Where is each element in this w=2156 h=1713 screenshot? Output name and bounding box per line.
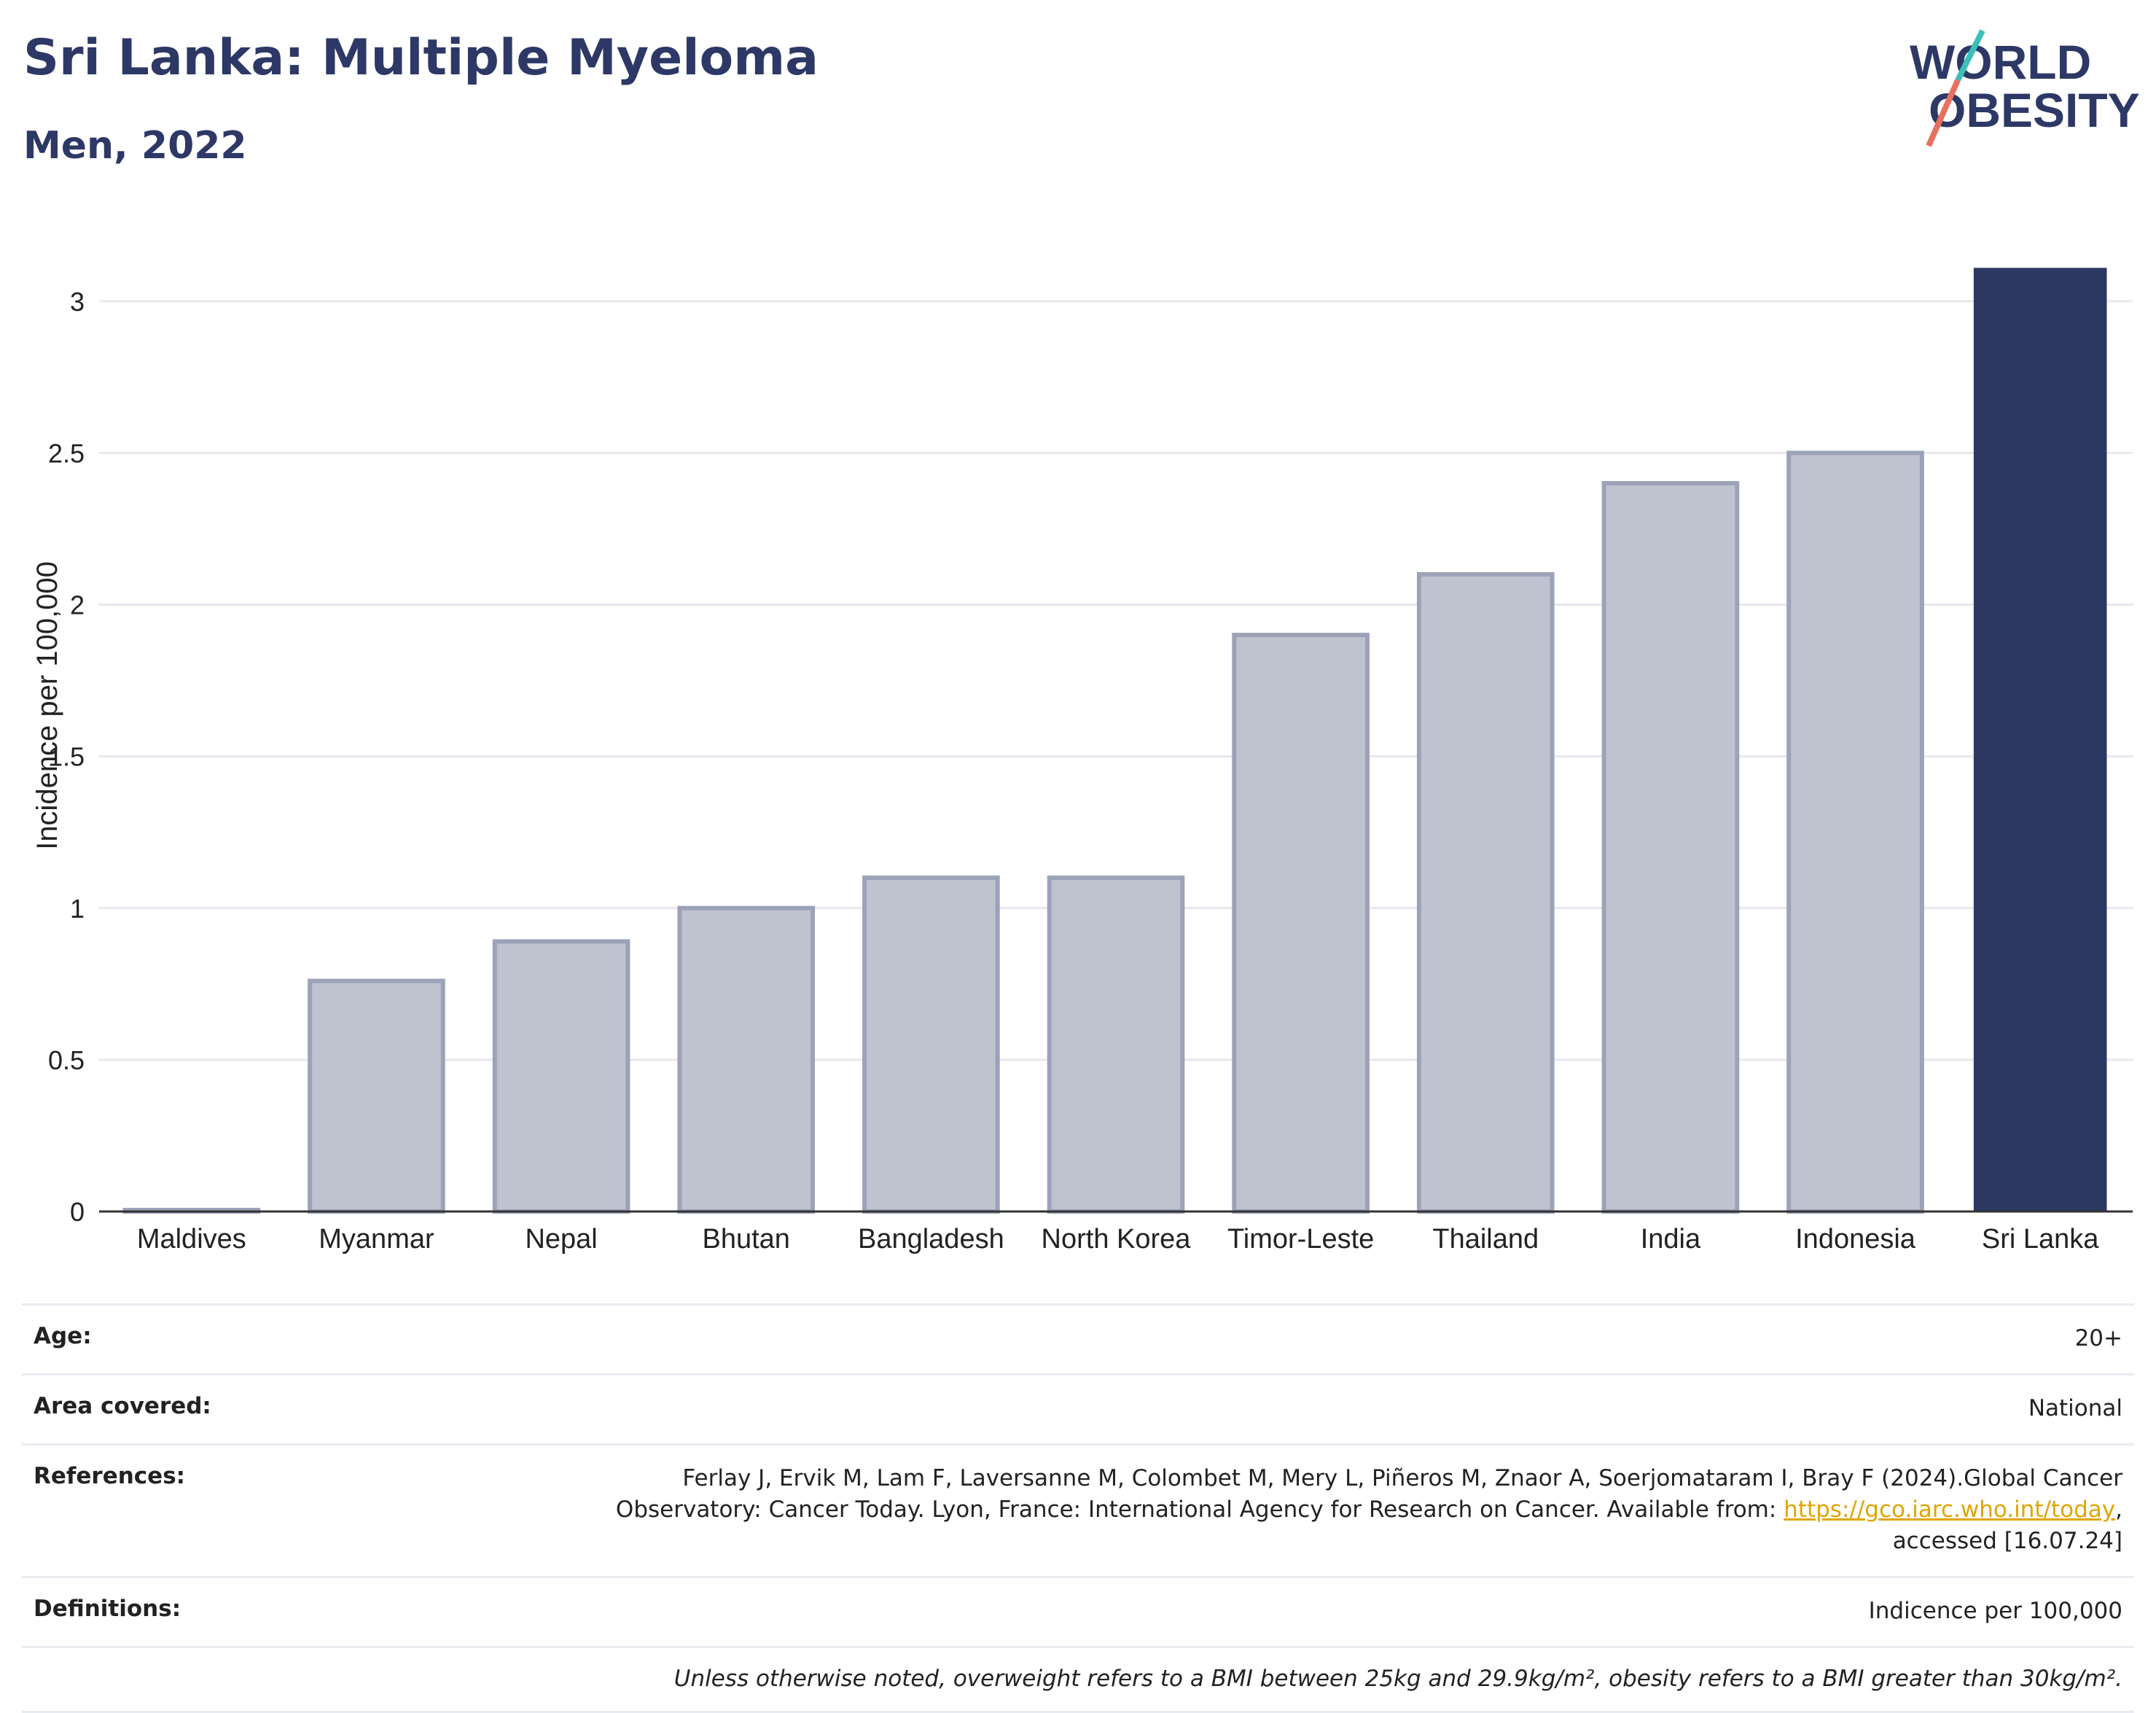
bar-myanmar — [308, 978, 445, 1214]
x-tick-label: Maldives — [137, 1224, 246, 1254]
logo-line2: OBESITY — [1929, 83, 2140, 137]
x-tick-label: Indonesia — [1795, 1224, 1916, 1254]
page-subtitle: Men, 2022 — [23, 124, 247, 168]
bar-nepal — [492, 939, 630, 1214]
meta-row-definitions: Definitions: Indicence per 100,000 — [22, 1576, 2134, 1646]
reference-suffix: , accessed [16.07.24] — [1892, 1497, 2122, 1554]
y-axis-label: Incidence per 100,000 — [31, 561, 63, 850]
y-tick-label: 1 — [70, 894, 85, 924]
x-tick-label: Myanmar — [319, 1224, 434, 1254]
x-tick-label: Bangladesh — [858, 1224, 1004, 1254]
meta-value: Ferlay J, Ervik M, Lam F, Laversanne M, … — [592, 1463, 2122, 1557]
bars — [122, 268, 2107, 1214]
meta-value: National — [2028, 1395, 2122, 1421]
x-tick-label: North Korea — [1042, 1224, 1192, 1254]
y-tick-label: 2 — [70, 590, 85, 620]
meta-row-references: References: Ferlay J, Ervik M, Lam F, La… — [22, 1443, 2134, 1576]
bar-north-korea — [1047, 875, 1185, 1214]
x-tick-label: Thailand — [1432, 1224, 1539, 1254]
x-tick-label: Bhutan — [703, 1224, 790, 1254]
meta-row-area: Area covered: National — [22, 1373, 2134, 1443]
world-obesity-logo: WORLD OBESITY — [1910, 29, 2140, 147]
x-tick-label: Sri Lanka — [1982, 1224, 2099, 1254]
definition-note: Unless otherwise noted, overweight refer… — [673, 1666, 2122, 1692]
x-tick-label: India — [1641, 1224, 1701, 1254]
bar-chart: 0 0.5 1 1.5 2 2.5 3 Maldives Myanmar Nepal Bhutan B… — [31, 268, 2133, 1254]
metadata-table: Age: 20+ Area covered: National Referenc… — [22, 1303, 2134, 1713]
meta-key: Area covered: — [34, 1393, 211, 1419]
bar-india — [1601, 481, 1740, 1214]
bar-bhutan — [677, 905, 816, 1214]
page-title: Sri Lanka: Multiple Myeloma — [23, 29, 819, 87]
bar-bangladesh — [862, 875, 1000, 1214]
y-tick-label: 1.5 — [48, 742, 85, 772]
y-tick-label: 0.5 — [48, 1045, 85, 1075]
logo-line1: WORLD — [1910, 35, 2091, 89]
y-tick-label: 3 — [70, 286, 85, 316]
bar-indonesia — [1786, 450, 1924, 1214]
logo-slash-bottom — [1926, 79, 1961, 147]
reference-link[interactable]: https://gco.iarc.who.int/today — [1784, 1497, 2116, 1523]
meta-row-note: Unless otherwise noted, overweight refer… — [22, 1646, 2134, 1713]
meta-value: Indicence per 100,000 — [1868, 1598, 2122, 1624]
bar-thailand — [1416, 571, 1555, 1214]
bar-sri-lanka — [1973, 268, 2107, 1211]
y-tick-label: 2.5 — [48, 438, 85, 468]
logo-slash-top — [1955, 29, 1985, 82]
meta-key: Definitions: — [34, 1596, 181, 1622]
y-tick-label: 0 — [70, 1197, 85, 1227]
meta-value: 20+ — [2074, 1325, 2122, 1351]
meta-key: Age: — [34, 1323, 92, 1349]
bar-timor-leste — [1232, 633, 1370, 1214]
axes: 0 0.5 1 1.5 2 2.5 3 Maldives Myanmar Nepal Bhutan B… — [48, 286, 2133, 1254]
x-tick-label: Nepal — [525, 1224, 597, 1254]
x-tick-label: Timor-Leste — [1227, 1224, 1374, 1254]
meta-row-age: Age: 20+ — [22, 1303, 2134, 1373]
reference-text: Ferlay J, Ervik M, Lam F, Laversanne M, … — [615, 1465, 2122, 1523]
meta-key: References: — [34, 1463, 186, 1489]
